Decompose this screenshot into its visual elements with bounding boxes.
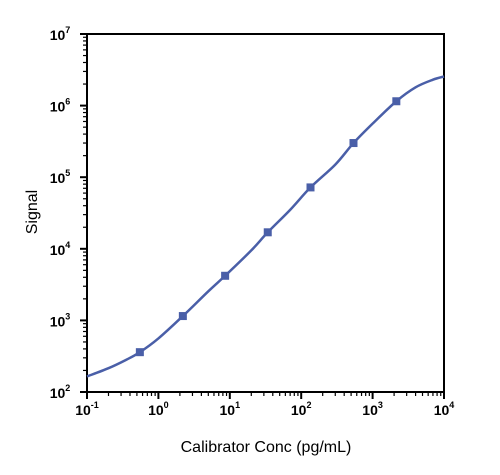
y-tick-label: 103	[50, 311, 71, 329]
x-tick-label: 103	[362, 400, 383, 418]
plot-frame	[86, 33, 445, 393]
x-tick-label: 10-1	[75, 400, 99, 418]
y-axis-title: Signal	[24, 190, 41, 234]
data-point	[349, 139, 358, 148]
x-tick-label: 101	[220, 400, 241, 418]
y-tick-label: 107	[50, 25, 71, 43]
data-point	[178, 312, 187, 321]
x-axis: 10-1 100 101 102 103 104	[75, 392, 454, 418]
y-axis: 102 103 104 105 106 107	[50, 25, 87, 401]
data-point	[221, 271, 230, 280]
x-tick-label: 104	[434, 400, 455, 418]
series-layer	[86, 75, 445, 378]
data-point	[135, 348, 144, 357]
y-tick-label: 106	[50, 97, 71, 115]
fit-curve	[86, 75, 445, 378]
data-point	[263, 228, 272, 237]
y-tick-label: 102	[50, 383, 71, 401]
plot-area	[86, 33, 445, 393]
y-tick-label: 105	[50, 168, 71, 186]
data-point	[306, 183, 315, 192]
y-tick-label: 104	[50, 240, 71, 258]
x-tick-label: 102	[291, 400, 312, 418]
x-tick-label: 100	[148, 400, 169, 418]
x-axis-title: Calibrator Conc (pg/mL)	[181, 439, 352, 456]
data-point	[392, 97, 401, 106]
